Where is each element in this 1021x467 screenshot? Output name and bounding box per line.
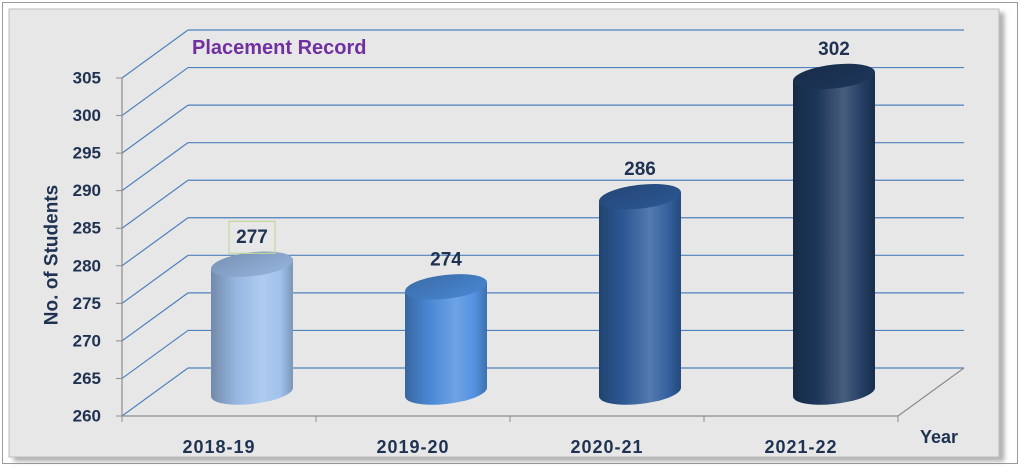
cylinder-top	[599, 183, 681, 210]
side-wall-gridline	[121, 29, 189, 79]
x-tick-label: 2021-22	[764, 437, 837, 457]
data-label: 277	[236, 227, 268, 248]
cylinder-body	[211, 260, 293, 397]
side-wall-gridline	[121, 142, 189, 192]
x-tick-label: 2018-19	[182, 437, 255, 457]
y-tick-label: 305	[73, 69, 101, 88]
y-axis-title: No. of Students	[42, 185, 63, 325]
y-tick-label: 290	[73, 181, 101, 200]
y-tick-label: 265	[73, 369, 101, 388]
bar-2019-20	[405, 274, 487, 405]
bar-2018-19	[211, 251, 293, 405]
side-wall-gridline	[121, 217, 189, 267]
data-label: 274	[430, 249, 462, 270]
y-tick-label: 285	[73, 219, 101, 238]
bar-2020-21	[599, 183, 681, 405]
side-wall-gridline	[121, 292, 189, 342]
cylinder-bars	[211, 63, 875, 405]
side-wall-gridline	[121, 104, 189, 154]
cylinder-body	[599, 192, 681, 397]
y-tick-labels: 260 265 270 275 280 285 290 295 300 305	[73, 69, 101, 426]
cylinder-top	[211, 251, 293, 278]
data-label: 302	[818, 39, 850, 60]
side-wall-gridline	[121, 367, 189, 417]
cylinder-top	[405, 274, 487, 300]
y-tick-label: 300	[73, 106, 101, 125]
y-tick-label: 270	[73, 331, 101, 350]
x-axis-title: Year	[920, 427, 958, 447]
floor-edge-line	[897, 367, 965, 417]
axes	[116, 77, 965, 422]
y-tick-label: 295	[73, 144, 101, 163]
x-tick-label: 2020-21	[570, 437, 643, 457]
side-wall-gridline	[121, 179, 189, 229]
bar-2021-22	[793, 63, 875, 405]
data-labels: 277 274 286 302	[228, 39, 850, 270]
cylinder-top	[793, 63, 875, 90]
y-tick-label: 275	[73, 294, 101, 313]
data-label-box	[228, 220, 276, 254]
side-wall-gridline	[121, 329, 189, 379]
y-tick-label: 260	[73, 407, 101, 426]
x-tick-labels: 2018-19 2019-20 2020-21 2021-22	[182, 437, 837, 457]
data-label: 286	[624, 159, 656, 180]
side-wall-gridline	[121, 67, 189, 117]
cylinder-body	[405, 282, 487, 397]
y-tick-label: 280	[73, 256, 101, 275]
cylinder-body	[793, 72, 875, 397]
chart-title: Placement Record	[192, 37, 367, 59]
side-wall-gridline	[121, 254, 189, 304]
x-tick-label: 2019-20	[376, 437, 449, 457]
